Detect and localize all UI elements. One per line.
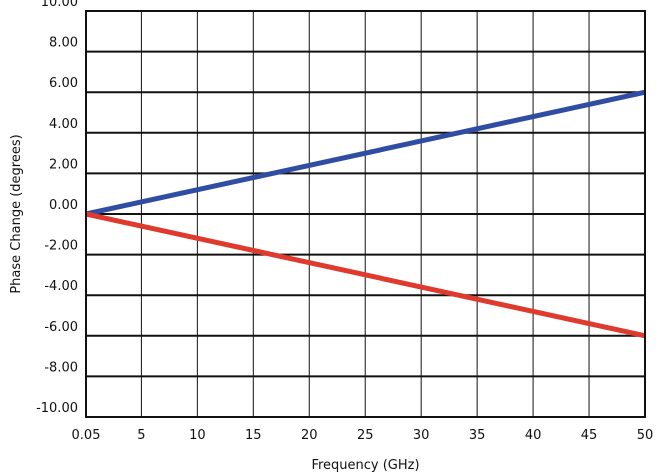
series-line-2 — [85, 211, 646, 339]
x-tick-label: 45 — [581, 428, 598, 443]
y-tick-label: -8.00 — [44, 360, 78, 375]
y-tick-label: 10.00 — [41, 0, 78, 10]
y-tick-label: -4.00 — [44, 279, 78, 294]
y-tick-label: -10.00 — [36, 401, 78, 416]
x-tick-label: 40 — [525, 428, 542, 443]
x-axis-title: Frequency (GHz) — [311, 458, 419, 473]
y-tick-label: 2.00 — [49, 157, 78, 172]
x-tick-label: 5 — [137, 428, 145, 443]
series-layer — [85, 89, 646, 339]
y-tick-label: 0.00 — [49, 198, 78, 213]
x-tick-label: 35 — [469, 428, 486, 443]
x-tick-label: 20 — [301, 428, 318, 443]
y-tick-label: 6.00 — [49, 76, 78, 91]
plot-frame — [85, 10, 646, 418]
x-tick-label: 50 — [637, 428, 654, 443]
grid — [85, 10, 646, 418]
x-tick-label: 25 — [357, 428, 374, 443]
x-tick-label: 0.05 — [72, 428, 101, 443]
y-tick-label: -6.00 — [44, 320, 78, 335]
y-tick-label: 8.00 — [49, 36, 78, 51]
x-axis-ticks: 0.05 5 10 15 20 25 30 35 40 45 50 — [72, 428, 654, 443]
y-tick-label: -2.00 — [44, 239, 78, 254]
y-axis-ticks: 10.00 8.00 6.00 4.00 2.00 0.00 -2.00 -4.00 -6.00… — [36, 0, 78, 416]
x-tick-label: 30 — [413, 428, 430, 443]
x-tick-label: 15 — [245, 428, 262, 443]
y-tick-label: 4.00 — [49, 117, 78, 132]
series-line-1 — [85, 89, 646, 217]
x-tick-label: 10 — [189, 428, 206, 443]
y-axis-title: Phase Change (degrees) — [9, 134, 24, 293]
